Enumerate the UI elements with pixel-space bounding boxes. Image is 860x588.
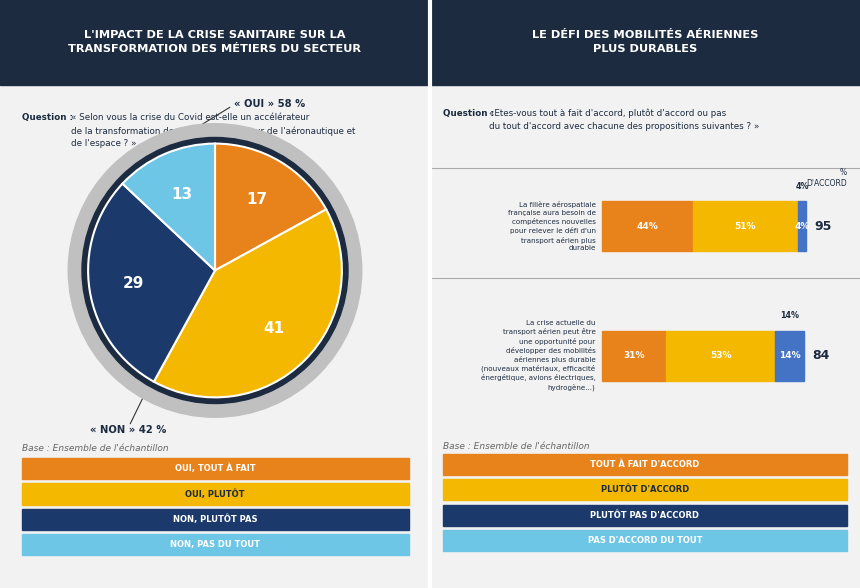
Wedge shape bbox=[154, 209, 342, 397]
Bar bbox=[22, 509, 408, 530]
Text: 84: 84 bbox=[812, 349, 829, 362]
Text: Base : Ensemble de l'échantillon: Base : Ensemble de l'échantillon bbox=[22, 444, 168, 453]
Text: 14%: 14% bbox=[779, 351, 801, 360]
Text: L'IMPACT DE LA CRISE SANITAIRE SUR LA
TRANSFORMATION DES MÉTIERS DU SECTEUR: L'IMPACT DE LA CRISE SANITAIRE SUR LA TR… bbox=[69, 31, 361, 54]
Bar bbox=[693, 202, 798, 252]
Text: PAS D'ACCORD DU TOUT: PAS D'ACCORD DU TOUT bbox=[587, 536, 703, 545]
Text: Base : Ensemble de l'échantillon: Base : Ensemble de l'échantillon bbox=[443, 442, 589, 451]
Bar bbox=[602, 202, 693, 252]
Text: NON, PAS DU TOUT: NON, PAS DU TOUT bbox=[170, 540, 260, 549]
Bar bbox=[22, 483, 408, 505]
Bar bbox=[776, 330, 804, 381]
Bar bbox=[602, 330, 666, 381]
Bar bbox=[443, 530, 847, 551]
Text: PLUTÔT D'ACCORD: PLUTÔT D'ACCORD bbox=[601, 485, 689, 495]
Text: 41: 41 bbox=[263, 322, 284, 336]
Wedge shape bbox=[122, 143, 215, 270]
Text: PLUTÔT PAS D'ACCORD: PLUTÔT PAS D'ACCORD bbox=[591, 510, 699, 520]
Text: OUI, TOUT À FAIT: OUI, TOUT À FAIT bbox=[175, 464, 255, 473]
Text: 29: 29 bbox=[123, 276, 144, 291]
Bar bbox=[443, 454, 847, 475]
Bar bbox=[22, 534, 408, 555]
Text: La crise actuelle du
transport aérien peut être
une opportunité pour
développer : La crise actuelle du transport aérien pe… bbox=[481, 320, 595, 391]
Text: TOUT À FAIT D'ACCORD: TOUT À FAIT D'ACCORD bbox=[590, 460, 700, 469]
Text: 4%: 4% bbox=[795, 222, 810, 231]
Bar bbox=[798, 202, 807, 252]
Text: %
D'ACCORD: % D'ACCORD bbox=[807, 168, 847, 188]
Text: 44%: 44% bbox=[636, 222, 658, 231]
Text: 4%: 4% bbox=[796, 182, 809, 191]
Bar bbox=[443, 479, 847, 500]
Text: 14%: 14% bbox=[780, 311, 799, 320]
Text: Question :: Question : bbox=[22, 113, 76, 122]
Text: La filière aérospatiale
française aura besoin de
compétences nouvelles
pour rele: La filière aérospatiale française aura b… bbox=[507, 202, 595, 251]
Circle shape bbox=[68, 123, 362, 417]
Bar bbox=[443, 505, 847, 526]
Text: « NON » 42 %: « NON » 42 % bbox=[90, 425, 167, 436]
Circle shape bbox=[82, 138, 348, 403]
Text: OUI, PLUTÔT: OUI, PLUTÔT bbox=[185, 489, 245, 499]
Text: 13: 13 bbox=[172, 187, 193, 202]
Bar bbox=[666, 330, 776, 381]
Text: 53%: 53% bbox=[710, 351, 731, 360]
Text: Question :: Question : bbox=[443, 109, 497, 118]
Text: « OUI » 58 %: « OUI » 58 % bbox=[234, 99, 305, 109]
Text: «Etes-vous tout à fait d'accord, plutôt d'accord ou pas
du tout d'accord avec ch: «Etes-vous tout à fait d'accord, plutôt … bbox=[488, 109, 759, 131]
Wedge shape bbox=[215, 143, 326, 270]
Bar bbox=[22, 458, 408, 479]
Text: NON, PLUTÔT PAS: NON, PLUTÔT PAS bbox=[173, 514, 257, 524]
Text: 51%: 51% bbox=[734, 222, 756, 231]
Text: LE DÉFI DES MOBILITÉS AÉRIENNES
PLUS DURABLES: LE DÉFI DES MOBILITÉS AÉRIENNES PLUS DUR… bbox=[531, 31, 759, 54]
Text: « Selon vous la crise du Covid est-elle un accélérateur
de la transformation des: « Selon vous la crise du Covid est-elle … bbox=[71, 113, 355, 148]
Wedge shape bbox=[88, 183, 215, 382]
Bar bbox=[0, 0, 430, 85]
Bar bbox=[430, 0, 860, 85]
Text: 95: 95 bbox=[814, 220, 832, 233]
Text: 31%: 31% bbox=[624, 351, 645, 360]
Text: 17: 17 bbox=[247, 192, 267, 207]
